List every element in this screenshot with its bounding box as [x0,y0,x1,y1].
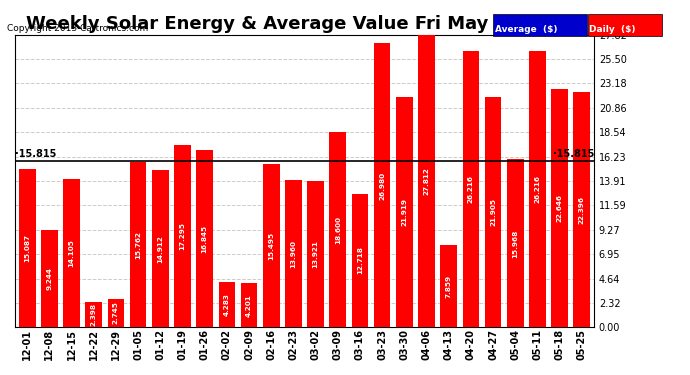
Bar [197,150,213,327]
Text: 13.921: 13.921 [313,240,319,268]
Bar [507,159,524,327]
Text: Average  ($): Average ($) [495,25,558,34]
Bar [108,298,124,327]
Text: ·15.815: ·15.815 [553,149,594,159]
Text: 21.919: 21.919 [402,198,407,226]
Text: 26.980: 26.980 [379,171,385,200]
Bar [307,181,324,327]
Bar [329,132,346,327]
Bar [285,180,302,327]
Text: 2.398: 2.398 [91,303,97,326]
Bar [241,283,257,327]
Text: 4.201: 4.201 [246,294,252,317]
Text: 22.646: 22.646 [557,194,562,222]
Bar [352,194,368,327]
Text: 7.859: 7.859 [446,274,452,298]
Text: 16.845: 16.845 [201,225,208,253]
Bar [374,44,391,327]
Text: 26.216: 26.216 [468,176,474,204]
Bar [551,89,568,327]
Text: Copyright 2013 Cartronics.com: Copyright 2013 Cartronics.com [7,24,148,33]
Text: 14.105: 14.105 [68,239,75,267]
Bar [130,162,146,327]
Text: 9.244: 9.244 [46,267,52,290]
Bar [86,302,102,327]
Text: 15.762: 15.762 [135,231,141,258]
Text: 15.087: 15.087 [24,234,30,262]
Text: 18.600: 18.600 [335,216,341,243]
Bar [484,97,502,327]
Bar [462,51,479,327]
Bar [174,146,191,327]
Text: Daily  ($): Daily ($) [589,25,635,34]
Bar [152,171,168,327]
Bar [41,230,58,327]
Text: 14.912: 14.912 [157,235,164,263]
Text: 13.960: 13.960 [290,240,297,268]
Text: 22.396: 22.396 [579,196,584,223]
Bar [529,51,546,327]
Bar [63,179,80,327]
Bar [219,282,235,327]
Text: 2.745: 2.745 [113,302,119,324]
Text: 21.905: 21.905 [490,198,496,226]
Bar [19,169,35,327]
Text: ·15.815: ·15.815 [15,149,57,159]
Text: 17.295: 17.295 [179,222,186,251]
Bar [263,164,279,327]
Bar [573,92,590,327]
Text: 15.495: 15.495 [268,232,274,260]
Text: 27.812: 27.812 [424,167,429,195]
Text: 15.968: 15.968 [512,229,518,258]
Text: 12.718: 12.718 [357,247,363,274]
Bar [418,34,435,327]
Bar [440,245,457,327]
Text: 4.283: 4.283 [224,294,230,316]
Text: 26.216: 26.216 [534,176,540,204]
Bar [396,97,413,327]
Title: Weekly Solar Energy & Average Value Fri May 31 05:37: Weekly Solar Energy & Average Value Fri … [26,15,583,33]
